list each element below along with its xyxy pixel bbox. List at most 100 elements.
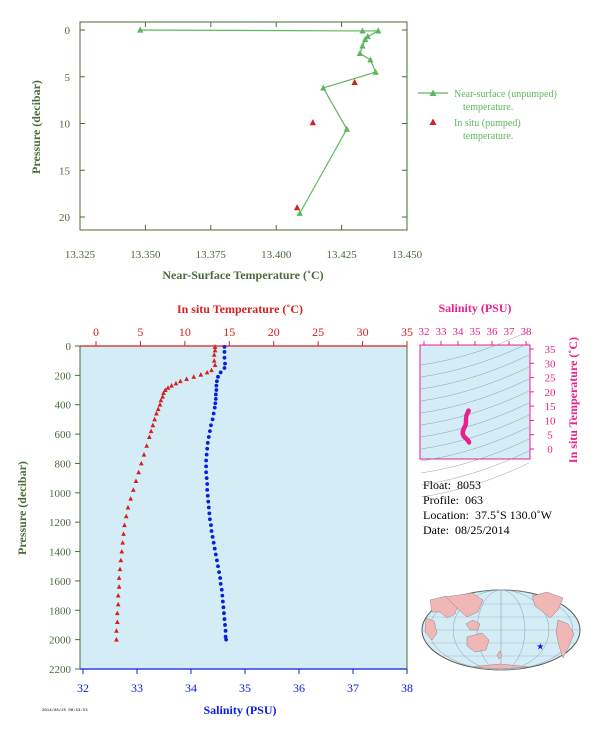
- salinity-point: [223, 634, 228, 639]
- pressure-tick-label: 1400: [49, 547, 72, 559]
- top-y-tick-label: 0: [65, 25, 71, 37]
- salinity-point: [213, 392, 218, 397]
- temperature-tick-label: 15: [223, 325, 235, 339]
- ts-temp-tick-label: 5: [547, 430, 553, 442]
- salinity-tick-label: 32: [77, 681, 89, 695]
- ts-contour: [420, 330, 530, 366]
- ts-temp-tick-label: 30: [545, 358, 557, 370]
- temperature-point: [118, 557, 124, 563]
- salinity-tick-label: 37: [347, 681, 359, 695]
- temperature-point: [119, 548, 125, 554]
- temperature-point: [161, 390, 166, 395]
- salinity-point: [206, 435, 211, 439]
- temperature-point: [133, 478, 139, 484]
- ts-temp-tick-label: 10: [545, 415, 557, 427]
- salinity-point: [205, 441, 210, 445]
- salinity-point: [212, 405, 217, 410]
- ts-salinity-tick-label: 32: [419, 326, 430, 338]
- salinity-point: [213, 396, 218, 401]
- salinity-point: [215, 379, 219, 384]
- salinity-point: [209, 523, 213, 528]
- top-axis-ticks: 13.325 13.350 13.375 13.400 13.425 13.450 0 5 10…: [59, 22, 423, 261]
- salinity-point: [204, 464, 209, 469]
- temperature-point: [152, 416, 157, 422]
- salinity-point: [204, 476, 209, 481]
- location-label: Location:: [423, 508, 469, 522]
- point-unpumped: [356, 49, 364, 56]
- location-row: Location: 37.5˚S 130.0˚W: [423, 508, 552, 523]
- temperature-point: [114, 637, 119, 642]
- temperature-point: [144, 443, 149, 448]
- point-unpumped: [359, 42, 366, 49]
- top-y-axis-label: Pressure (decibar): [29, 80, 43, 174]
- footer-code: 2014/08/25 08:53:53: [42, 709, 88, 713]
- temperature-point: [114, 610, 120, 616]
- salinity-point: [223, 361, 227, 366]
- salinity-point: [204, 470, 209, 475]
- point-unpumped: [343, 125, 350, 132]
- salinity-point: [216, 564, 220, 569]
- salinity-point: [204, 452, 209, 457]
- salinity-point: [210, 534, 215, 539]
- ts-contour: [420, 438, 530, 474]
- ts-contour: [420, 426, 530, 462]
- date-value: 08/25/2014: [455, 523, 510, 537]
- temperature-point: [211, 358, 217, 363]
- salinity-point: [211, 540, 216, 545]
- ts-contour: [420, 462, 530, 498]
- salinity-point: [214, 388, 219, 392]
- salinity-point: [204, 458, 209, 463]
- ts-temp-tick-label: 0: [547, 444, 553, 456]
- temperature-point: [178, 378, 183, 384]
- legend-marker-unpumped: [429, 89, 437, 96]
- temperature-point: [212, 347, 218, 353]
- top-x-tick-label: 13.350: [130, 249, 161, 261]
- profile-value: 063: [465, 493, 483, 507]
- temperature-point: [121, 531, 126, 536]
- temperature-point: [154, 410, 159, 416]
- ts-temp-tick-label: 15: [545, 401, 557, 413]
- salinity-point: [218, 576, 223, 580]
- temperature-point: [114, 619, 120, 624]
- salinity-point: [222, 366, 227, 370]
- top-x-tick-label: 13.450: [392, 249, 423, 261]
- point-unpumped: [367, 56, 374, 63]
- salinity-point: [209, 423, 213, 428]
- salinity-point: [223, 623, 227, 627]
- top-legend: Near-surface (unpumped) temperature. In …: [418, 89, 557, 142]
- ts-temp-tick-label: 20: [545, 387, 557, 399]
- salinity-point: [206, 505, 211, 510]
- salinity-point: [205, 487, 210, 492]
- temperature-tick-label: 35: [401, 325, 413, 339]
- temperature-point: [212, 362, 218, 368]
- land-antarctica: [469, 663, 531, 670]
- pressure-tick-label: 2000: [49, 635, 72, 647]
- salinity-point: [205, 482, 210, 486]
- location-map: ★: [421, 589, 581, 671]
- salinity-tick-label: 35: [239, 681, 251, 695]
- temperature-point: [130, 487, 136, 492]
- point-pumped: [351, 78, 358, 85]
- salinity-point: [217, 570, 221, 574]
- pressure-tick-label: 800: [55, 458, 72, 470]
- temperature-tick-label: 25: [312, 325, 324, 339]
- temperature-point: [160, 394, 165, 399]
- temperature-point: [125, 504, 131, 510]
- temperature-point: [115, 592, 121, 598]
- top-y-tick-label: 20: [59, 212, 71, 224]
- near-surface-temperature-chart: 13.325 13.350 13.375 13.400 13.425 13.450 0 5 10…: [29, 21, 557, 282]
- salinity-point: [208, 429, 212, 434]
- ts-salinity-tick-label: 36: [487, 326, 499, 338]
- salinity-point: [206, 499, 211, 504]
- temperature-point: [155, 406, 161, 412]
- temperature-point: [117, 566, 123, 572]
- land-asia: [445, 592, 484, 618]
- point-unpumped: [372, 68, 379, 75]
- ts-contour: [420, 450, 530, 486]
- ts-x-axis-label: Salinity (PSU): [438, 301, 511, 315]
- salinity-tick-label: 33: [131, 681, 143, 695]
- land-north-america: [531, 591, 564, 619]
- temperature-point: [146, 434, 152, 439]
- land-indonesia: [465, 619, 481, 631]
